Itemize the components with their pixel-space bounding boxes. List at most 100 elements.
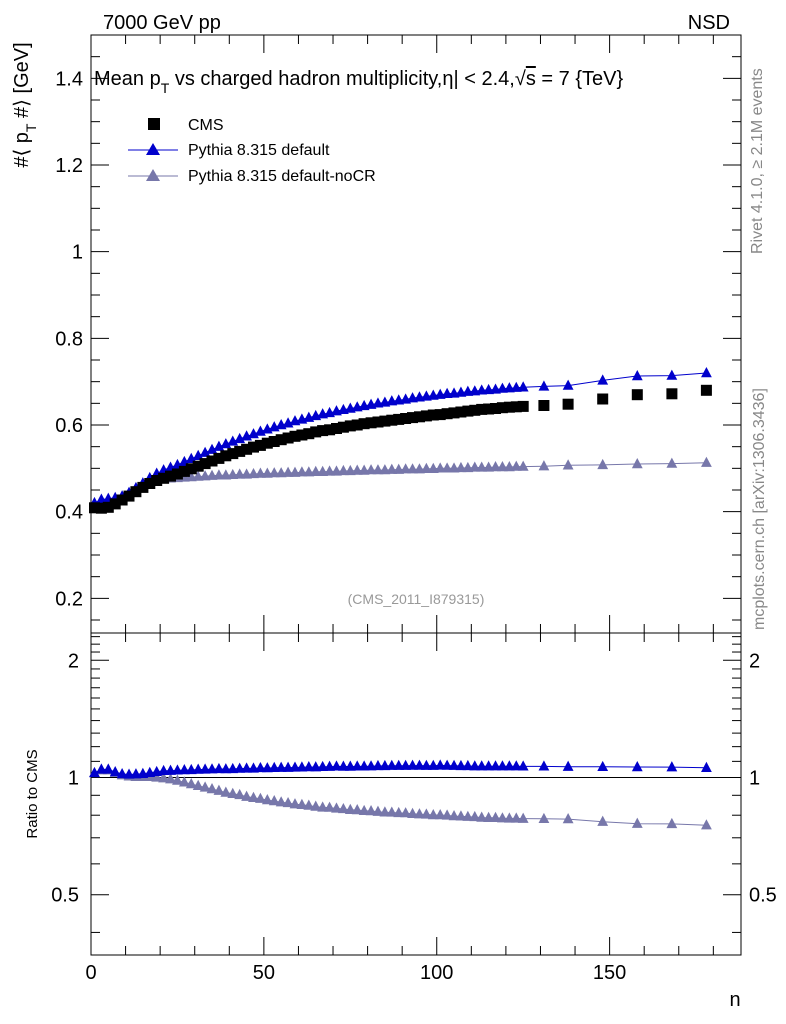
cms-point [372,416,384,428]
nocr-point [666,457,678,468]
ratio-nocr-point [490,811,501,822]
ratio-default-point [538,760,550,771]
ratio-nocr-point [400,807,412,818]
cms-point [213,452,225,464]
xtick-label: 150 [593,962,626,984]
default-point [517,381,529,392]
ratio-default-point [462,759,474,771]
cms-point [165,470,176,482]
ratio-nocr-point [337,802,349,814]
cms-point [289,430,301,442]
ratio-nocr-point [282,796,294,808]
main-ytick-label: 1.4 [55,68,83,90]
ratio-nocr-point [562,813,574,824]
default-point [199,446,211,457]
default-point [227,435,239,446]
cms-point [185,463,197,475]
legend: CMS Pythia 8.315 default Pythia 8.315 de… [128,117,376,185]
cms-point [700,384,712,396]
cms-point [503,401,515,413]
ratio-default-point [351,760,363,771]
ratio-nocr-point [220,786,232,797]
cms-point [268,436,280,447]
ratio-nocr-point [261,794,273,805]
cms-point [631,389,643,401]
ratio-default-point [701,761,712,772]
ratio-default-point [220,763,232,774]
ratio-nocr-point [420,808,432,819]
ratio-nocr-point [151,771,163,782]
default-point [248,428,259,439]
ratio-default-point [178,764,190,775]
default-point [206,443,218,454]
ratio-ytick-label-right: 2 [749,650,760,672]
cms-point [137,481,149,493]
ratio-nocr-point [248,791,259,802]
cms-point [441,408,453,420]
nocr-point [631,458,643,469]
cms-point [386,414,398,426]
nocr-point [510,460,522,471]
cms-point [192,460,204,472]
ratio-nocr-point [538,812,550,824]
ratio-ytick-label: 2 [68,650,79,672]
nocr-point [517,460,529,471]
ratio-default-point [631,760,643,772]
cms-point [248,441,259,453]
ratio-nocr-point [185,778,197,789]
ratio-default-point [95,763,107,774]
nocr-point [337,464,349,476]
ratio-default-point [386,759,398,770]
ratio-default-point [234,762,246,773]
legend-label-nocr: Pythia 8.315 default-noCR [188,168,376,185]
ratio-nocr-point [213,784,225,795]
ratio-nocr-point [317,801,329,812]
cms-point [393,413,405,425]
ratio-nocr-point [303,799,315,810]
default-point [666,369,678,380]
nocr-point [268,467,280,478]
ratio-default-point [448,759,460,770]
cms-point [420,410,432,422]
ratio-default-point [241,762,252,773]
cms-point [254,439,266,451]
nocr-point [324,465,335,476]
energy-label: 7000 GeV pp [103,12,221,34]
ratio-nocr-point [407,807,418,818]
ratio-nocr-point [241,790,252,801]
ratio-nocr-point [462,810,474,821]
ratio-nocr-point [427,809,439,820]
cms-point [324,424,336,436]
xtick-label: 100 [420,962,453,984]
nocr-point [441,462,453,473]
ratio-default-point [490,760,501,771]
main-ytick-label: 0.4 [55,502,83,524]
ratio-ytick-label: 0.5 [51,885,79,907]
ratio-default-point [476,760,488,771]
ratio-default-point [358,760,370,771]
ratio-default-point [158,764,170,776]
ratio-default-point [255,761,266,773]
nocr-point [407,463,418,474]
legend-marker-default [146,143,160,155]
cms-point [317,425,329,437]
cms-point [178,465,190,477]
ratio-ytick-label: 1 [68,767,79,789]
nocr-point [213,469,225,480]
nocr-point [310,465,322,476]
cms-point [282,432,294,444]
cms-point [331,423,342,434]
cms-point [538,400,550,411]
ratio-default-point [303,760,315,772]
default-point [631,370,643,381]
main-y-axis-label: #⟨ pT #⟩ [GeV] [11,42,39,167]
ratio-default-point [192,763,204,774]
ratio-nocr-point [296,798,308,809]
ratio-nocr-point [631,817,643,828]
ratio-default-point [469,760,481,771]
ratio-nocr-point [393,806,405,818]
ratio-nocr-point [255,792,266,803]
ratio-default-point [102,763,114,774]
ratio-nocr-point [165,773,176,784]
ratio-nocr-point [365,805,377,816]
